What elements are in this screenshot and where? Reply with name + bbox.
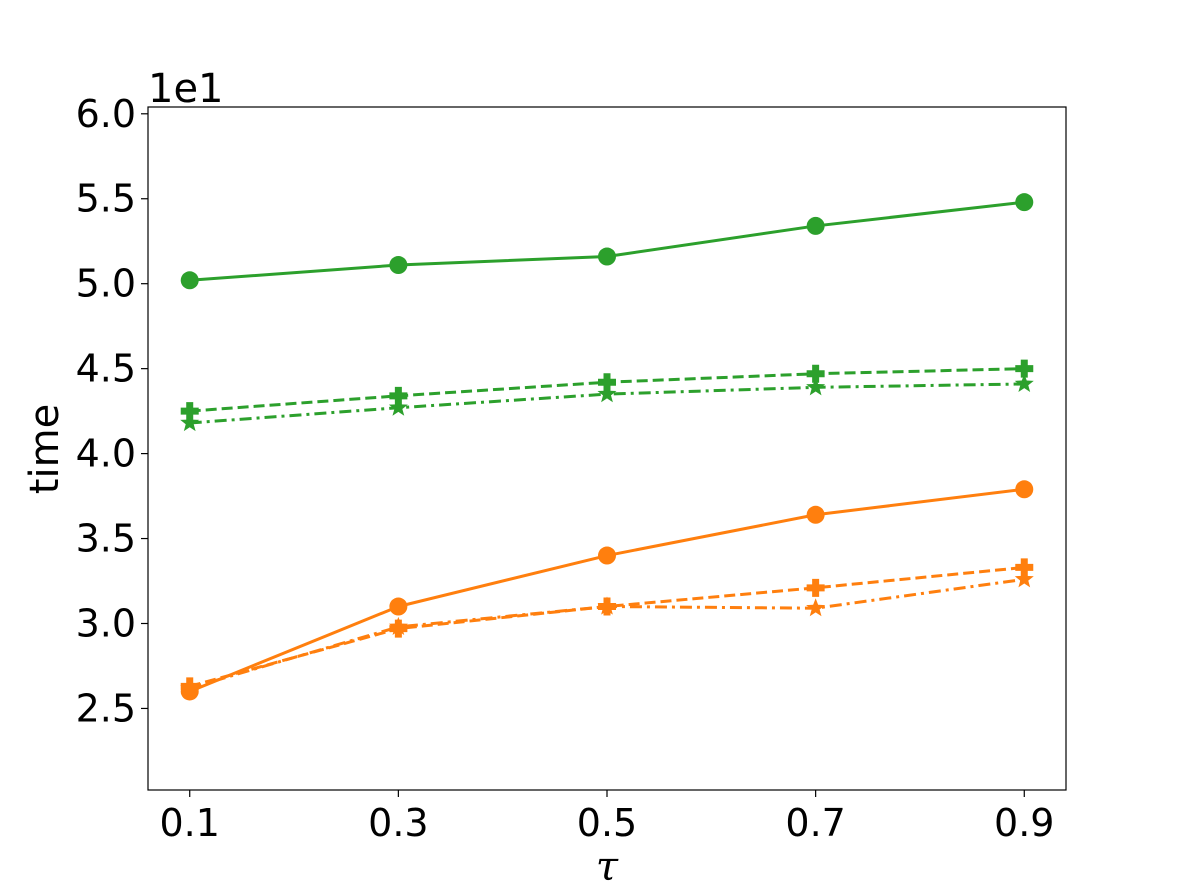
data-point-star <box>597 384 617 403</box>
data-point-star <box>806 377 826 396</box>
data-point-plus <box>598 373 616 392</box>
data-point-plus <box>180 402 199 421</box>
y-tick-label: 4.5 <box>76 347 136 391</box>
data-point-plus <box>806 364 825 383</box>
data-point-star <box>1014 569 1034 588</box>
y-tick-label: 2.5 <box>76 686 136 730</box>
data-point-circle <box>389 597 408 616</box>
x-axis-label: τ <box>596 844 619 888</box>
y-tick-label: 4.0 <box>76 432 136 476</box>
data-point-circle <box>180 271 199 290</box>
series-5 <box>180 569 1034 697</box>
x-tick-label: 0.7 <box>785 801 845 845</box>
data-point-star <box>388 616 408 635</box>
data-point-plus <box>1015 558 1034 577</box>
data-point-circle <box>1015 193 1034 212</box>
series-3 <box>180 480 1034 701</box>
data-point-star <box>597 596 617 615</box>
y-tick-label: 6.0 <box>76 92 136 136</box>
data-point-star <box>180 413 200 432</box>
data-point-plus <box>806 578 825 597</box>
x-tick-label: 0.3 <box>368 801 428 845</box>
y-tick-label: 5.0 <box>76 262 136 306</box>
x-tick-label: 0.5 <box>577 801 637 845</box>
y-axis-label: time <box>22 404 68 494</box>
series-1 <box>180 359 1034 421</box>
data-point-plus <box>389 386 408 405</box>
data-point-star <box>180 678 200 697</box>
data-point-circle <box>806 216 825 235</box>
y-tick-label: 3.5 <box>76 517 136 561</box>
data-point-star <box>806 598 826 617</box>
y-tick-label: 3.0 <box>76 601 136 645</box>
x-tick-label: 0.1 <box>160 801 220 845</box>
data-point-circle <box>598 546 616 565</box>
x-tick-label: 0.9 <box>994 801 1054 845</box>
series-2 <box>180 373 1034 432</box>
data-point-plus <box>1015 359 1034 378</box>
data-point-star <box>1014 373 1034 393</box>
series-layer <box>180 193 1034 701</box>
data-point-circle <box>1015 480 1034 499</box>
data-point-star <box>388 397 408 416</box>
x-axis-ticks: 0.1 0.3 0.5 0.7 0.9 <box>160 790 1054 845</box>
data-point-circle <box>806 505 825 524</box>
y-axis-ticks: 2.5 3.0 3.5 4.0 4.5 5.0 5.5 6.0 <box>76 92 148 730</box>
data-point-circle <box>389 256 408 275</box>
data-point-circle <box>598 247 616 266</box>
series-0 <box>180 193 1034 290</box>
y-axis-multiplier: 1e1 <box>148 66 224 112</box>
y-tick-label: 5.5 <box>76 177 136 221</box>
